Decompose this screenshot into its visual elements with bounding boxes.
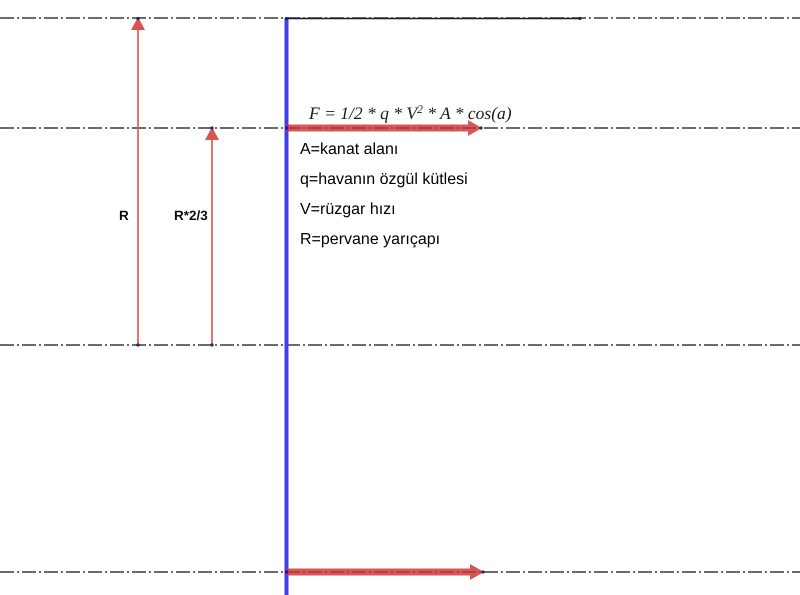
svg-text:R=pervane yarıçapı: R=pervane yarıçapı [300,231,440,248]
svg-text:R: R [119,208,129,223]
svg-text:V=rüzgar hızı: V=rüzgar hızı [300,201,396,218]
svg-text:q=havanın özgül kütlesi: q=havanın özgül kütlesi [300,171,468,188]
svg-text:F = 1/2 * q * V2 * A * cos(a): F = 1/2 * q * V2 * A * cos(a) [308,103,512,123]
svg-text:A=kanat alanı: A=kanat alanı [300,141,398,158]
svg-text:R*2/3: R*2/3 [174,208,208,223]
